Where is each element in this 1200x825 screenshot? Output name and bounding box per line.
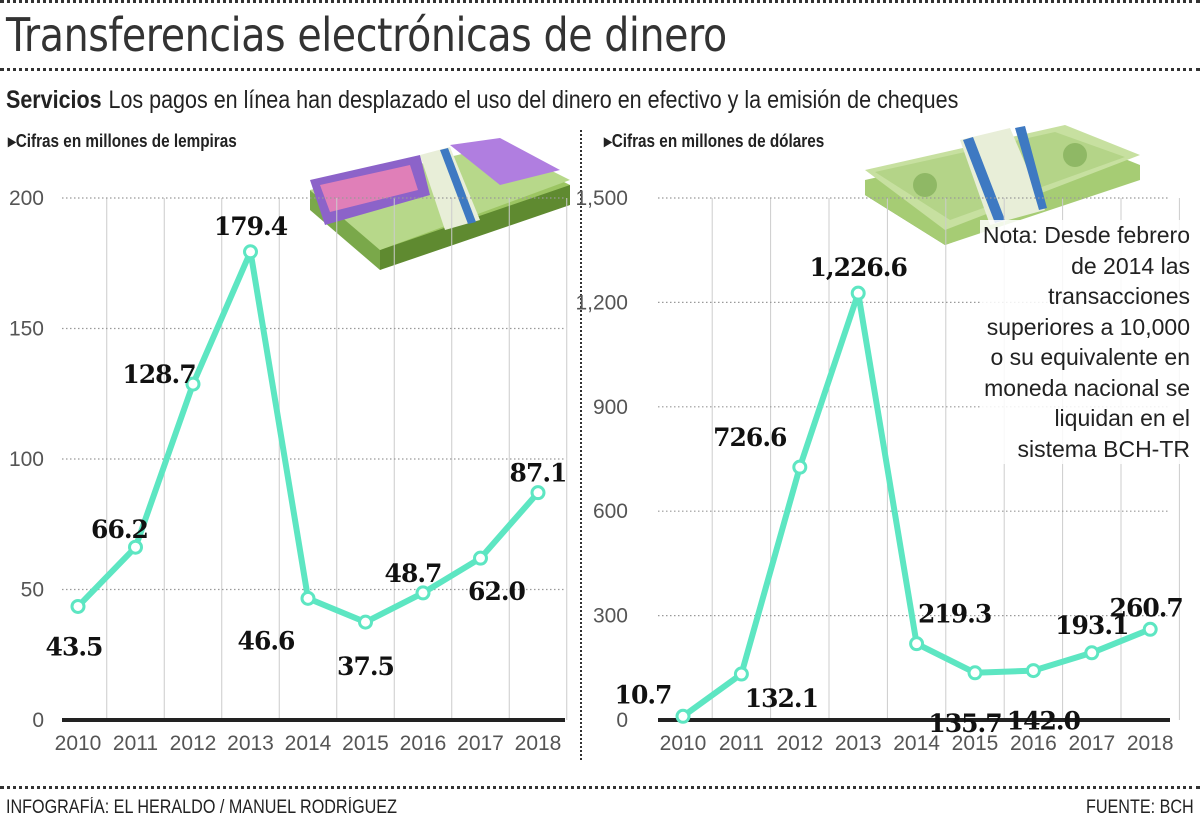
data-point bbox=[792, 459, 808, 475]
data-label: 48.7 bbox=[385, 559, 442, 588]
y-tick-label: 50 bbox=[21, 579, 44, 602]
data-label: 62.0 bbox=[468, 577, 525, 606]
x-tick-label: 2018 bbox=[515, 732, 562, 755]
x-tick-label: 2013 bbox=[835, 732, 882, 755]
data-label: 260.7 bbox=[1110, 593, 1183, 622]
x-tick-label: 2016 bbox=[1010, 732, 1057, 755]
data-label: 179.4 bbox=[214, 212, 288, 241]
x-tick-label: 2012 bbox=[170, 732, 217, 755]
data-point bbox=[1084, 645, 1100, 661]
data-label: 43.5 bbox=[46, 632, 103, 661]
data-line bbox=[75, 248, 541, 626]
data-label: 37.5 bbox=[337, 652, 394, 681]
x-tick-label: 2014 bbox=[285, 732, 332, 755]
y-tick-label: 1,200 bbox=[575, 291, 628, 314]
data-point bbox=[243, 244, 258, 260]
data-point bbox=[909, 636, 925, 652]
x-tick-label: 2017 bbox=[1068, 732, 1115, 755]
x-tick-label: 2013 bbox=[227, 732, 274, 755]
data-label: 66.2 bbox=[91, 515, 148, 544]
x-tick-label: 2016 bbox=[400, 732, 447, 755]
y-tick-label: 150 bbox=[9, 318, 44, 341]
data-label: 219.3 bbox=[918, 600, 991, 629]
x-tick-label: 2018 bbox=[1127, 732, 1174, 755]
left-unit-label: ▸Cifras en millones de lempiras bbox=[8, 131, 237, 151]
page-title: Transferencias electrónicas de dinero bbox=[6, 8, 727, 62]
subtitle-lead: Servicios bbox=[6, 86, 102, 114]
data-label: 46.6 bbox=[238, 626, 295, 655]
x-tick-label: 2011 bbox=[113, 732, 158, 755]
x-tick-label: 2017 bbox=[457, 732, 504, 755]
data-point bbox=[850, 285, 866, 301]
data-point bbox=[128, 539, 143, 555]
x-tick-label: 2015 bbox=[342, 732, 389, 755]
x-tick-label: 2010 bbox=[660, 732, 707, 755]
subtitle: Servicios Los pagos en línea han desplaza… bbox=[6, 86, 958, 115]
lempira-banknote-stack-icon bbox=[310, 138, 570, 270]
note-text: Nota: Desde febrero de 2014 las transacc… bbox=[980, 220, 1190, 464]
dollar-banknote-stack-icon bbox=[865, 125, 1140, 245]
y-tick-label: 300 bbox=[593, 605, 628, 628]
data-point bbox=[358, 614, 373, 630]
data-point bbox=[733, 666, 749, 682]
data-label: 726.6 bbox=[713, 423, 787, 452]
data-label: 128.7 bbox=[122, 360, 195, 389]
data-label: 132.1 bbox=[745, 684, 818, 713]
title-dotted-rule bbox=[0, 68, 1200, 71]
data-point bbox=[300, 590, 316, 606]
triangle-icon: ▸ bbox=[8, 131, 16, 151]
x-tick-label: 2014 bbox=[893, 732, 940, 755]
y-tick-label: 200 bbox=[9, 187, 44, 210]
subtitle-text: Los pagos en línea han desplazado el uso… bbox=[108, 86, 959, 114]
right-unit-label: ▸Cifras en millones de dólares bbox=[604, 131, 825, 151]
y-tick-label: 900 bbox=[593, 396, 628, 419]
data-point bbox=[675, 708, 691, 724]
credit-text: INFOGRAFÍA: EL HERALDO / MANUEL RODRÍGUE… bbox=[6, 797, 397, 818]
y-tick-label: 1,500 bbox=[575, 187, 628, 210]
y-tick-label: 100 bbox=[9, 448, 44, 471]
data-label: 142.0 bbox=[1007, 707, 1081, 736]
data-point bbox=[185, 376, 201, 392]
x-tick-label: 2015 bbox=[952, 732, 999, 755]
x-tick-label: 2012 bbox=[776, 732, 823, 755]
data-point bbox=[1025, 663, 1041, 679]
data-label: 87.1 bbox=[510, 459, 567, 488]
data-point bbox=[415, 585, 431, 601]
data-label: 10.7 bbox=[615, 680, 672, 709]
y-tick-label: 0 bbox=[32, 709, 44, 732]
data-point bbox=[473, 550, 488, 566]
data-label: 193.1 bbox=[1055, 611, 1128, 640]
triangle-icon: ▸ bbox=[604, 131, 612, 151]
data-label: 135.7 bbox=[928, 709, 1001, 738]
top-dotted-rule bbox=[0, 0, 1200, 3]
data-point bbox=[530, 485, 546, 501]
y-tick-label: 600 bbox=[593, 500, 628, 523]
x-tick-label: 2010 bbox=[55, 732, 102, 755]
footer-dotted-rule bbox=[0, 786, 1200, 789]
data-point bbox=[1142, 621, 1158, 637]
panel-divider bbox=[580, 130, 582, 760]
data-point bbox=[70, 598, 86, 614]
x-tick-label: 2011 bbox=[719, 732, 764, 755]
source-text: FUENTE: BCH bbox=[1086, 797, 1194, 818]
y-tick-label: 0 bbox=[616, 709, 628, 732]
data-point bbox=[967, 665, 983, 681]
data-label: 1,226.6 bbox=[810, 253, 908, 282]
